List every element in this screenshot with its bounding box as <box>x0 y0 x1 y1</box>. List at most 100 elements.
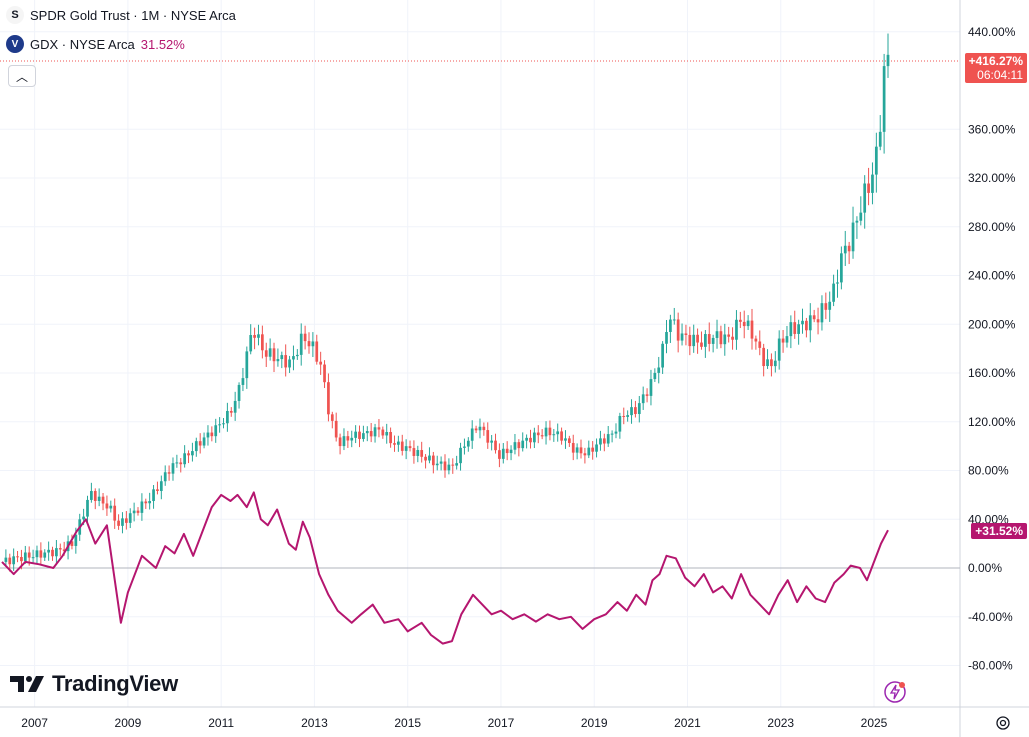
candle-body <box>808 315 812 331</box>
candle-body <box>241 378 245 385</box>
candle-body <box>867 183 870 193</box>
candle-body <box>501 448 505 459</box>
candle-body <box>529 437 532 443</box>
candle-body <box>684 333 688 335</box>
candle-body <box>237 384 241 401</box>
candle-body <box>307 341 311 347</box>
candle-body <box>567 438 571 443</box>
symbol-icon: S <box>6 6 24 24</box>
candle-body <box>342 436 346 447</box>
candle-body <box>303 333 307 342</box>
candle-body <box>261 334 264 351</box>
candle-body <box>47 549 50 553</box>
candle-body <box>206 432 210 438</box>
candle-body <box>536 432 540 436</box>
candle-body <box>385 431 389 436</box>
candle-body <box>754 338 758 342</box>
legend-compare[interactable]: V GDX · NYSE Arca 31.52% <box>6 35 185 53</box>
gear-icon[interactable] <box>995 715 1011 731</box>
candle-body <box>824 303 828 310</box>
candle-body <box>661 343 664 368</box>
chevron-up-icon: ︿ <box>15 69 28 84</box>
candle-body <box>657 367 661 373</box>
tradingview-logo-icon <box>10 676 44 692</box>
candle-body <box>816 319 820 323</box>
candle-body <box>400 441 404 451</box>
candle-body <box>70 541 74 546</box>
candle-body <box>389 431 392 444</box>
candle-body <box>93 491 97 501</box>
candle-body <box>797 324 800 334</box>
candle-body <box>482 426 486 431</box>
x-tick-label: 2015 <box>394 716 421 730</box>
candle-body <box>346 436 350 441</box>
y-tick-label: 240.00% <box>968 269 1016 283</box>
candle-body <box>606 434 610 444</box>
candle-body <box>315 341 319 362</box>
compare-price-tag: +31.52% <box>971 523 1027 539</box>
collapse-legend-button[interactable]: ︿ <box>8 65 36 87</box>
candle-body <box>416 450 420 456</box>
candle-body <box>649 379 653 396</box>
candle-body <box>124 518 128 523</box>
candle-body <box>742 321 746 327</box>
candle-body <box>194 441 198 452</box>
candle-body <box>439 461 443 464</box>
candle-body <box>295 354 299 357</box>
candle-body <box>455 463 459 466</box>
candle-body <box>284 355 288 368</box>
candle-body <box>498 450 501 459</box>
candle-body <box>101 496 105 504</box>
candle-body <box>874 146 878 175</box>
candle-body <box>358 431 361 439</box>
candle-body <box>105 503 109 509</box>
candle-body <box>886 54 890 67</box>
candle-body <box>327 382 330 415</box>
candle-body <box>762 347 766 367</box>
x-tick-label: 2025 <box>861 716 888 730</box>
candle-body <box>412 448 416 456</box>
candle-body <box>163 472 167 482</box>
candle-body <box>727 334 731 337</box>
candle-body <box>245 351 249 379</box>
candle-body <box>43 552 47 558</box>
candle-body <box>420 450 424 457</box>
lightning-icon[interactable] <box>883 680 907 704</box>
candle-body <box>229 410 233 413</box>
candle-body <box>587 447 591 456</box>
candle-body <box>113 505 117 521</box>
candle-body <box>140 501 144 513</box>
candle-body <box>688 334 692 347</box>
candle-body <box>653 372 657 380</box>
symbol-icon: V <box>6 35 24 53</box>
main-price-value: +416.27% <box>968 54 1023 68</box>
tradingview-logo[interactable]: TradingView <box>10 671 178 697</box>
candle-body <box>599 438 602 445</box>
candle-body <box>669 319 672 332</box>
candle-body <box>626 415 630 417</box>
legend-main[interactable]: S SPDR Gold Trust · 1M · NYSE Arca <box>6 6 236 24</box>
candle-body <box>494 440 497 451</box>
candle-body <box>735 319 738 340</box>
candle-body <box>715 331 719 338</box>
candle-body <box>214 425 218 437</box>
candle-body <box>707 334 711 344</box>
candle-body <box>509 449 513 454</box>
y-tick-label: 0.00% <box>968 561 1002 575</box>
candle-body <box>311 341 315 347</box>
candle-body <box>836 282 839 284</box>
candle-body <box>97 496 101 501</box>
candle-body <box>781 338 785 343</box>
candle-body <box>843 245 847 254</box>
candle-body <box>58 548 62 550</box>
candle-body <box>136 510 140 513</box>
candle-body <box>362 433 365 439</box>
gdx-line <box>1 491 889 645</box>
x-tick-label: 2011 <box>208 716 234 730</box>
y-tick-label: 280.00% <box>968 220 1016 234</box>
candle-body <box>4 557 8 562</box>
candle-body <box>128 513 132 523</box>
candle-body <box>167 472 171 474</box>
candle-body <box>564 438 567 441</box>
